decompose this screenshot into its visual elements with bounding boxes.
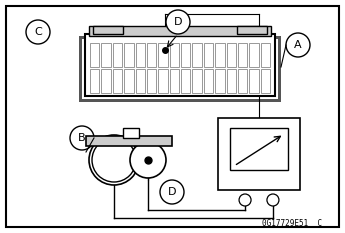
Circle shape bbox=[166, 10, 190, 34]
Bar bbox=[136, 43, 145, 67]
Bar bbox=[101, 43, 111, 67]
Text: D: D bbox=[168, 187, 176, 197]
Text: D: D bbox=[174, 17, 182, 27]
Circle shape bbox=[70, 126, 94, 150]
Bar bbox=[193, 69, 202, 93]
Bar bbox=[82, 39, 278, 99]
Bar bbox=[238, 43, 247, 67]
Text: 0G17729E51  C: 0G17729E51 C bbox=[262, 219, 322, 229]
Bar bbox=[193, 43, 202, 67]
Bar bbox=[215, 43, 225, 67]
Bar bbox=[158, 43, 168, 67]
Circle shape bbox=[26, 20, 50, 44]
Bar bbox=[113, 43, 122, 67]
Bar bbox=[86, 136, 172, 146]
Bar bbox=[249, 69, 259, 93]
Bar bbox=[181, 69, 190, 93]
Bar bbox=[89, 26, 271, 36]
Circle shape bbox=[92, 138, 136, 182]
Circle shape bbox=[267, 194, 279, 206]
Bar bbox=[215, 69, 225, 93]
Circle shape bbox=[89, 135, 139, 185]
Bar bbox=[90, 43, 99, 67]
Bar bbox=[170, 69, 179, 93]
Bar bbox=[230, 128, 288, 170]
Bar bbox=[260, 69, 270, 93]
Bar bbox=[136, 69, 145, 93]
Bar bbox=[204, 69, 213, 93]
Text: B: B bbox=[78, 133, 86, 143]
Bar bbox=[170, 43, 179, 67]
Bar bbox=[218, 118, 300, 190]
Circle shape bbox=[286, 33, 310, 57]
Bar bbox=[124, 43, 134, 67]
Text: A: A bbox=[294, 40, 302, 50]
Bar bbox=[123, 128, 139, 138]
Bar bbox=[227, 43, 236, 67]
Bar bbox=[249, 43, 259, 67]
Bar bbox=[90, 69, 99, 93]
Bar bbox=[85, 34, 275, 96]
Bar bbox=[147, 43, 156, 67]
Bar bbox=[238, 69, 247, 93]
Circle shape bbox=[130, 142, 166, 178]
Bar bbox=[124, 69, 134, 93]
Circle shape bbox=[160, 180, 184, 204]
Bar bbox=[260, 43, 270, 67]
Bar bbox=[227, 69, 236, 93]
Bar bbox=[158, 69, 168, 93]
Bar bbox=[101, 69, 111, 93]
Bar bbox=[147, 69, 156, 93]
Bar bbox=[113, 69, 122, 93]
Circle shape bbox=[239, 194, 251, 206]
Text: C: C bbox=[34, 27, 42, 37]
Bar bbox=[79, 36, 281, 102]
Bar bbox=[93, 26, 123, 34]
Bar bbox=[204, 43, 213, 67]
Bar bbox=[181, 43, 190, 67]
Bar bbox=[237, 26, 267, 34]
